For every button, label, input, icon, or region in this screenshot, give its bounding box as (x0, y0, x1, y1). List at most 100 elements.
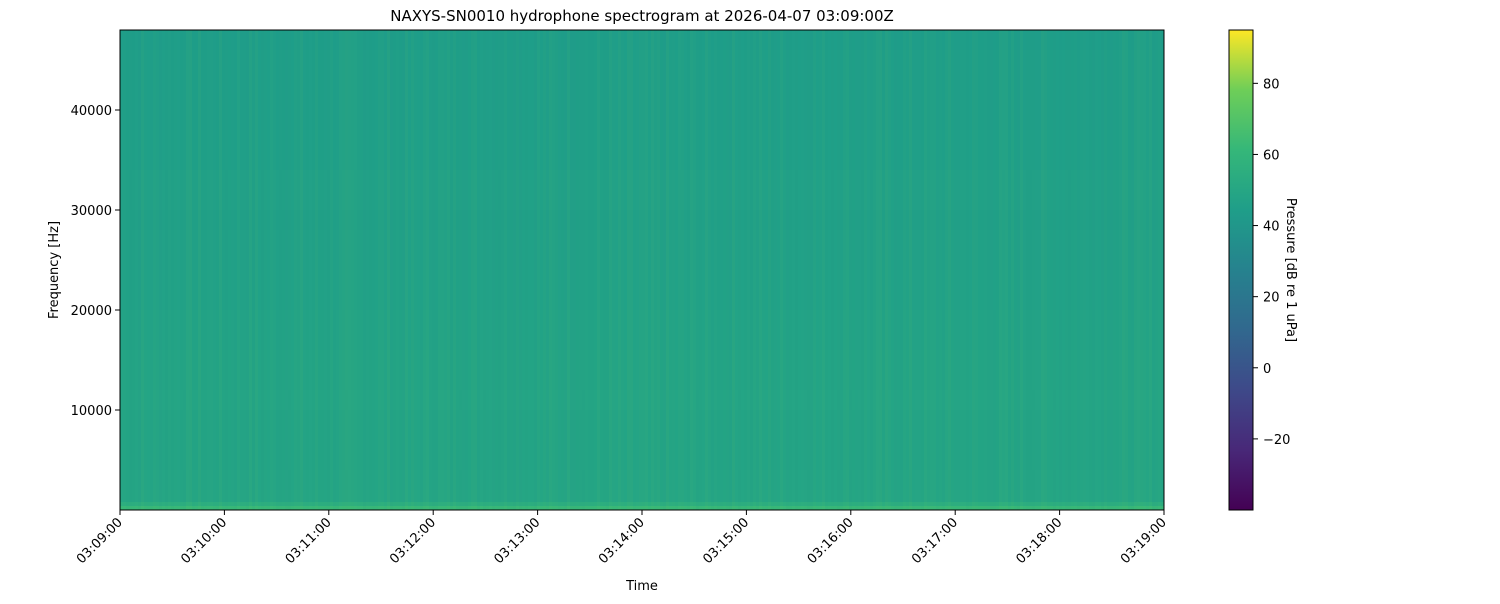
time-variation-stripe (1146, 30, 1149, 510)
time-variation-stripe (807, 30, 810, 510)
time-variation-stripe (906, 30, 909, 510)
time-variation-stripe (981, 30, 984, 510)
time-variation-stripe (894, 30, 897, 510)
time-variation-stripe (309, 30, 312, 510)
time-variation-stripe (1017, 30, 1020, 510)
time-variation-stripe (447, 30, 450, 510)
time-variation-stripe (591, 30, 594, 510)
time-variation-stripe (930, 30, 933, 510)
time-variation-stripe (132, 30, 135, 510)
time-variation-stripe (273, 30, 276, 510)
time-variation-stripe (768, 30, 771, 510)
time-variation-stripe (813, 30, 816, 510)
time-variation-stripe (852, 30, 855, 510)
y-tick-label: 30000 (71, 204, 112, 219)
time-variation-stripe (486, 30, 489, 510)
heatmap-row (120, 130, 1164, 170)
time-variation-stripe (972, 30, 975, 510)
x-axis-label: Time (625, 579, 658, 594)
time-variation-stripe (354, 30, 357, 510)
time-variation-stripe (615, 30, 618, 510)
time-variation-stripe (525, 30, 528, 510)
time-variation-stripe (747, 30, 750, 510)
time-variation-stripe (417, 30, 420, 510)
time-variation-stripe (144, 30, 147, 510)
time-variation-stripe (369, 30, 372, 510)
time-variation-stripe (1035, 30, 1038, 510)
time-variation-stripe (135, 30, 138, 510)
time-variation-stripe (264, 30, 267, 510)
time-variation-stripe (552, 30, 555, 510)
time-variation-stripe (696, 30, 699, 510)
time-variation-stripe (327, 30, 330, 510)
time-variation-stripe (1038, 30, 1041, 510)
time-variation-stripe (891, 30, 894, 510)
time-variation-stripe (324, 30, 327, 510)
time-variation-stripe (303, 30, 306, 510)
time-variation-stripe (207, 30, 210, 510)
time-variation-stripe (162, 30, 165, 510)
time-variation-stripe (774, 30, 777, 510)
time-variation-stripe (177, 30, 180, 510)
time-variation-stripe (510, 30, 513, 510)
time-variation-stripe (876, 30, 879, 510)
time-variation-stripe (741, 30, 744, 510)
time-variation-stripe (297, 30, 300, 510)
time-variation-stripe (285, 30, 288, 510)
time-variation-stripe (954, 30, 957, 510)
time-variation-stripe (1032, 30, 1035, 510)
time-variation-stripe (975, 30, 978, 510)
colorbar-label: Pressure [dB re 1 uPa] (1283, 198, 1298, 342)
time-variation-stripe (393, 30, 396, 510)
time-variation-stripe (648, 30, 651, 510)
time-variation-stripe (909, 30, 912, 510)
time-variation-stripe (153, 30, 156, 510)
time-variation-stripe (1113, 30, 1116, 510)
time-variation-stripe (1059, 30, 1062, 510)
time-variation-stripe (1026, 30, 1029, 510)
heatmap-row (120, 210, 1164, 230)
time-variation-stripe (462, 30, 465, 510)
time-variation-stripe (597, 30, 600, 510)
heatmap-row (120, 350, 1164, 390)
time-variation-stripe (978, 30, 981, 510)
time-variation-stripe (756, 30, 759, 510)
heatmap-row (120, 310, 1164, 350)
time-variation-stripe (888, 30, 891, 510)
time-variation-stripe (471, 30, 474, 510)
time-variation-stripe (474, 30, 477, 510)
time-variation-stripe (903, 30, 906, 510)
time-variation-stripe (576, 30, 579, 510)
time-variation-stripe (960, 30, 963, 510)
time-variation-stripe (588, 30, 591, 510)
time-variation-stripe (1071, 30, 1074, 510)
time-variation-stripe (348, 30, 351, 510)
time-variation-stripe (180, 30, 183, 510)
time-variation-stripe (1074, 30, 1077, 510)
x-tick-label: 03:15:00 (700, 515, 752, 567)
y-tick-label: 20000 (71, 304, 112, 319)
time-variation-stripe (336, 30, 339, 510)
time-variation-stripe (879, 30, 882, 510)
time-variation-stripe (1119, 30, 1122, 510)
time-variation-stripe (687, 30, 690, 510)
time-variation-stripe (450, 30, 453, 510)
time-variation-stripe (228, 30, 231, 510)
time-variation-stripe (477, 30, 480, 510)
time-variation-stripe (771, 30, 774, 510)
time-variation-stripe (618, 30, 621, 510)
time-variation-stripe (267, 30, 270, 510)
chart-title: NAXYS-SN0010 hydrophone spectrogram at 2… (390, 7, 894, 25)
time-variation-stripe (231, 30, 234, 510)
time-variation-stripe (432, 30, 435, 510)
time-variation-stripe (129, 30, 132, 510)
time-variation-stripe (1083, 30, 1086, 510)
time-variation-stripe (753, 30, 756, 510)
time-variation-stripe (1044, 30, 1047, 510)
time-variation-stripe (855, 30, 858, 510)
time-variation-stripe (549, 30, 552, 510)
time-variation-stripe (282, 30, 285, 510)
heatmap-row (120, 90, 1164, 130)
time-variation-stripe (156, 30, 159, 510)
